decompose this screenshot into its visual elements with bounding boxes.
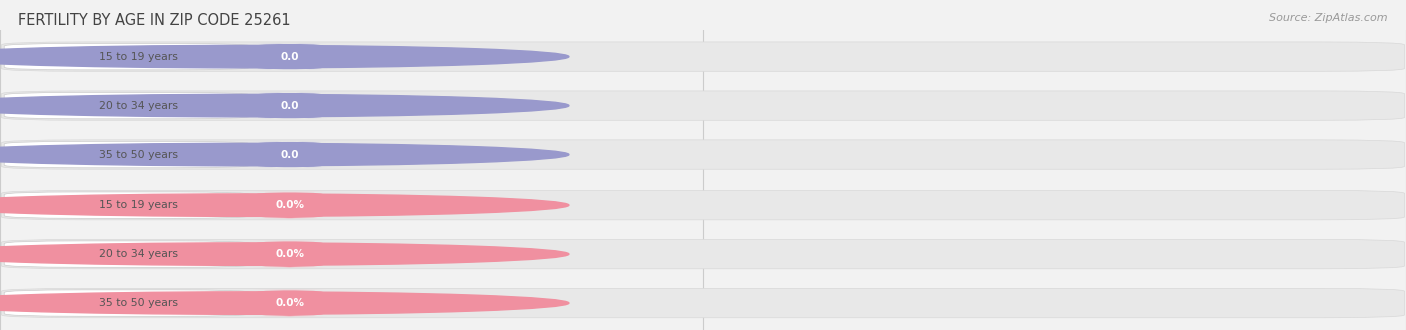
Text: 20 to 34 years: 20 to 34 years — [98, 101, 179, 111]
Text: 20 to 34 years: 20 to 34 years — [98, 249, 179, 259]
Text: 0.0: 0.0 — [280, 51, 299, 62]
FancyBboxPatch shape — [253, 241, 326, 267]
Text: 0.0: 0.0 — [280, 149, 299, 160]
Circle shape — [0, 143, 569, 166]
FancyBboxPatch shape — [4, 141, 250, 168]
FancyBboxPatch shape — [1, 190, 1405, 220]
FancyBboxPatch shape — [1, 288, 1405, 318]
Circle shape — [0, 292, 569, 314]
FancyBboxPatch shape — [1, 91, 1405, 120]
Text: 0.0: 0.0 — [280, 101, 299, 111]
Text: 0.0%: 0.0% — [276, 200, 304, 210]
FancyBboxPatch shape — [4, 241, 250, 267]
FancyBboxPatch shape — [253, 44, 326, 70]
Text: FERTILITY BY AGE IN ZIP CODE 25261: FERTILITY BY AGE IN ZIP CODE 25261 — [18, 13, 291, 28]
Text: Source: ZipAtlas.com: Source: ZipAtlas.com — [1270, 13, 1388, 23]
Text: 35 to 50 years: 35 to 50 years — [98, 149, 179, 160]
Text: 35 to 50 years: 35 to 50 years — [98, 298, 179, 308]
FancyBboxPatch shape — [4, 290, 250, 316]
Text: 15 to 19 years: 15 to 19 years — [98, 200, 179, 210]
Circle shape — [0, 94, 569, 117]
FancyBboxPatch shape — [253, 141, 326, 168]
Text: 0.0%: 0.0% — [276, 249, 304, 259]
Circle shape — [0, 243, 569, 265]
Circle shape — [0, 194, 569, 216]
FancyBboxPatch shape — [253, 290, 326, 316]
FancyBboxPatch shape — [1, 42, 1405, 71]
Text: 0.0%: 0.0% — [276, 298, 304, 308]
Text: 15 to 19 years: 15 to 19 years — [98, 51, 179, 62]
FancyBboxPatch shape — [4, 192, 250, 218]
FancyBboxPatch shape — [1, 140, 1405, 169]
FancyBboxPatch shape — [253, 92, 326, 119]
FancyBboxPatch shape — [4, 44, 250, 70]
FancyBboxPatch shape — [4, 92, 250, 119]
FancyBboxPatch shape — [1, 239, 1405, 269]
FancyBboxPatch shape — [253, 192, 326, 218]
Circle shape — [0, 46, 569, 68]
